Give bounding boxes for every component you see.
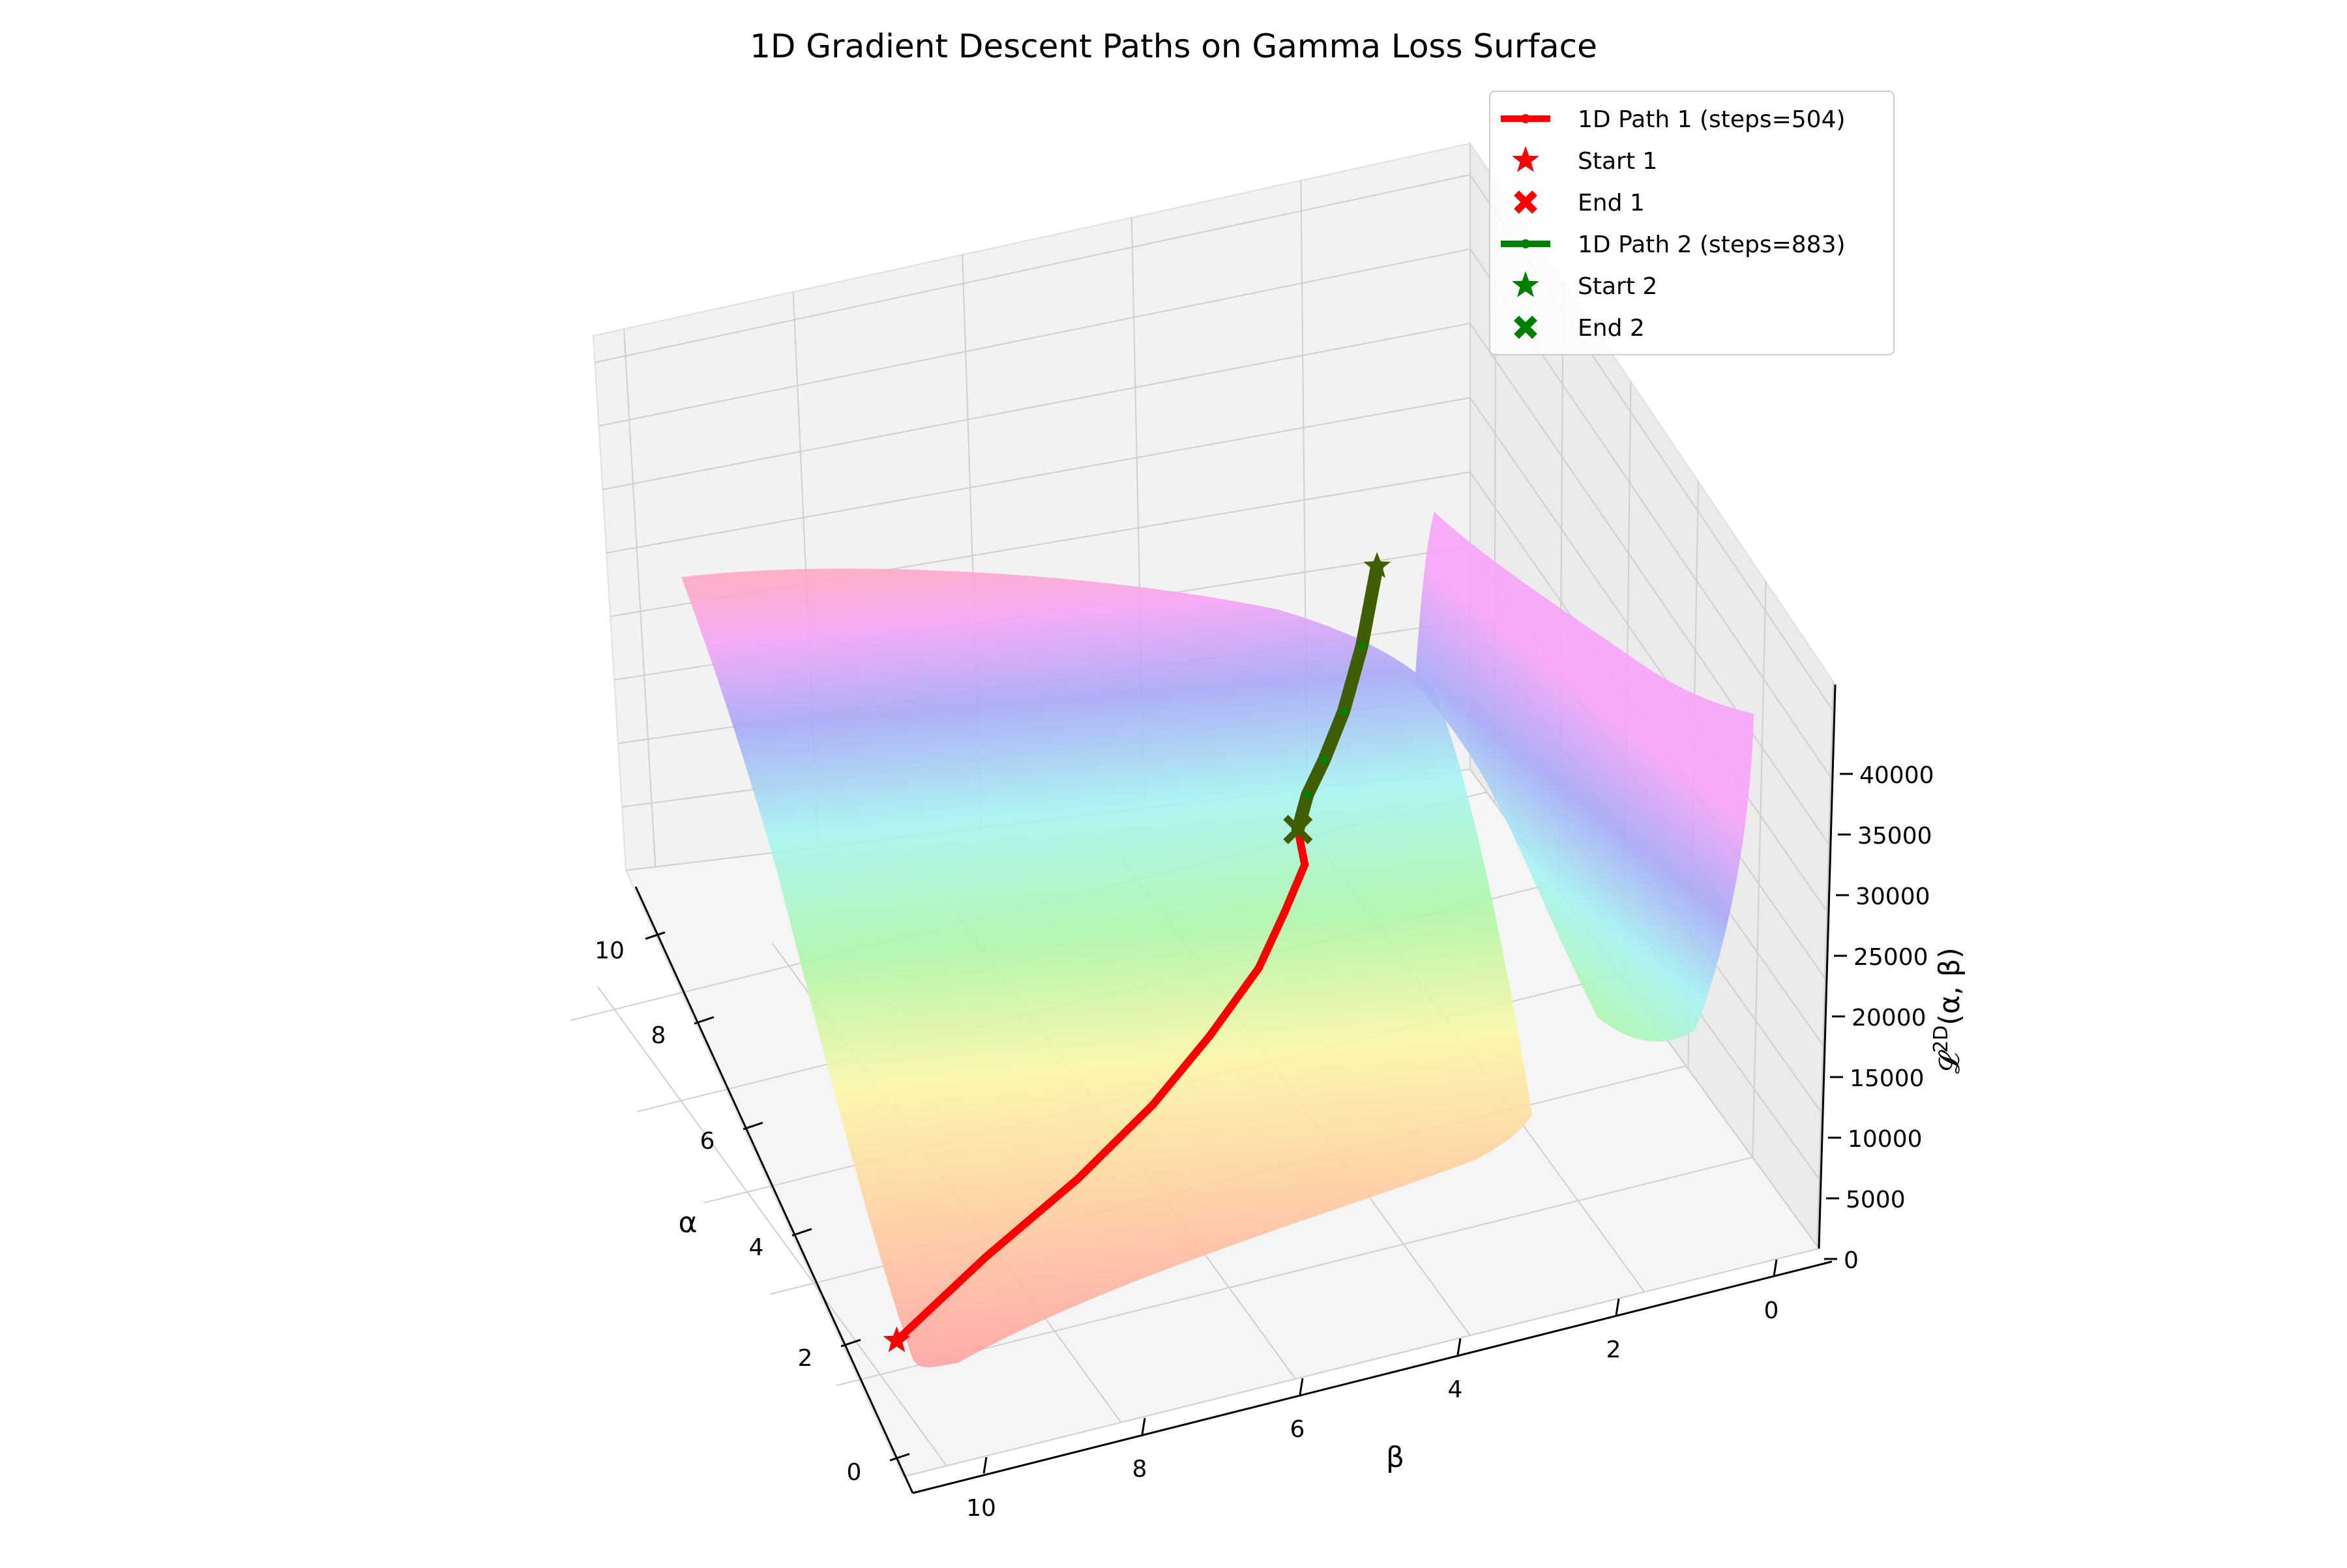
beta-tick <box>1141 1417 1146 1435</box>
z-tick-label: 20000 <box>1852 1005 1926 1031</box>
alpha-tick-label: 10 <box>595 938 625 964</box>
series-point <box>981 1253 990 1262</box>
z-tick-label: 15000 <box>1850 1065 1925 1092</box>
grid-line-wall <box>1752 582 1767 1158</box>
legend-label: Start 1 <box>1578 148 1657 175</box>
chart-title: 1D Gradient Descent Paths on Gamma Loss … <box>750 27 1597 65</box>
series-line-2 <box>1291 559 1384 836</box>
series-point <box>1303 791 1312 799</box>
loss-surface-wall <box>1415 512 1754 1042</box>
beta-tick <box>1773 1259 1778 1277</box>
marker-start-2 <box>1363 552 1391 578</box>
legend: 1D Path 1 (steps=504) Start 1 End 1 1D Path… <box>1489 91 1895 355</box>
grid-line-wall <box>1816 681 1835 1247</box>
legend-label: 1D Path 2 (steps=883) <box>1578 231 1846 258</box>
alpha-axis-line <box>634 886 914 1494</box>
tick-labels: 0 2 4 6 8 10 0 2 4 6 8 10 0 5000 10000 15000 20000 25000 3… <box>595 762 1934 1522</box>
alpha-tick-label: 8 <box>651 1022 666 1049</box>
series-point <box>1320 756 1328 765</box>
alpha-tick-label: 6 <box>700 1128 715 1155</box>
legend-x-handle <box>1514 316 1537 339</box>
z-tick-label: 10000 <box>1848 1126 1923 1153</box>
beta-tick <box>1299 1378 1304 1395</box>
alpha-tick <box>645 931 666 940</box>
y-axis-label: α <box>678 1206 697 1239</box>
z-tick-label: 35000 <box>1857 823 1932 850</box>
beta-tick-label: 6 <box>1290 1416 1305 1443</box>
beta-tick-label: 2 <box>1606 1337 1621 1363</box>
marker-start-1 <box>883 1326 911 1352</box>
beta-tick <box>982 1457 988 1474</box>
beta-tick-label: 8 <box>1132 1456 1147 1483</box>
z-tick-label: 40000 <box>1859 762 1934 789</box>
series-point <box>1280 908 1289 917</box>
series-point <box>1074 1175 1082 1183</box>
series-layer <box>883 552 1391 1352</box>
series-point <box>1301 861 1309 869</box>
beta-axis-line <box>912 1260 1833 1494</box>
beta-tick-label: 4 <box>1448 1376 1463 1403</box>
marker-end-2 <box>1283 814 1313 844</box>
beta-tick <box>1456 1338 1462 1355</box>
series-point <box>1340 707 1348 715</box>
beta-tick <box>1615 1298 1620 1316</box>
series-point <box>1254 964 1263 972</box>
beta-tick-label: 0 <box>1764 1297 1779 1324</box>
legend-label: End 2 <box>1578 315 1645 342</box>
legend-label: Start 2 <box>1578 273 1657 300</box>
grid-line-z <box>602 322 1831 848</box>
alpha-tick <box>694 1016 715 1025</box>
legend-box <box>1489 91 1895 355</box>
grid-line-alpha <box>902 1248 1820 1477</box>
grid-line-alpha <box>836 1157 1753 1386</box>
legend-line-dot <box>1521 239 1530 248</box>
grid-line-beta <box>597 986 947 1466</box>
alpha-tick <box>743 1121 763 1131</box>
series-point <box>1206 1031 1214 1040</box>
z-axis-line <box>1818 684 1837 1249</box>
legend-star-handle <box>1512 146 1539 172</box>
z-axis-label: 𝓛2D(α, β) <box>1930 947 1966 1074</box>
axis-lines <box>634 684 1837 1494</box>
alpha-tick-label: 4 <box>749 1234 764 1261</box>
alpha-tick-label: 2 <box>798 1345 813 1372</box>
z-tick-label: 0 <box>1844 1247 1859 1274</box>
series-point <box>1149 1101 1157 1109</box>
legend-line-dot <box>1521 114 1530 123</box>
alpha-tick <box>791 1228 812 1237</box>
alpha-tick <box>889 1453 910 1462</box>
z-tick-label: 25000 <box>1853 944 1928 971</box>
series-point <box>1357 642 1366 650</box>
legend-label: 1D Path 1 (steps=504) <box>1578 106 1846 133</box>
legend-x-handle <box>1514 190 1537 214</box>
z-tick-label: 5000 <box>1846 1187 1906 1213</box>
alpha-tick-label: 0 <box>847 1459 862 1486</box>
grid-line-z <box>598 248 1833 780</box>
z-tick-label: 30000 <box>1855 883 1930 910</box>
legend-label: End 1 <box>1578 190 1645 216</box>
grid-line-wall <box>623 329 657 867</box>
legend-star-handle <box>1512 271 1539 297</box>
grid-line-z <box>595 173 1835 713</box>
alpha-tick <box>840 1339 861 1348</box>
beta-tick-label: 10 <box>966 1495 996 1522</box>
x-axis-label: β <box>1386 1441 1404 1474</box>
